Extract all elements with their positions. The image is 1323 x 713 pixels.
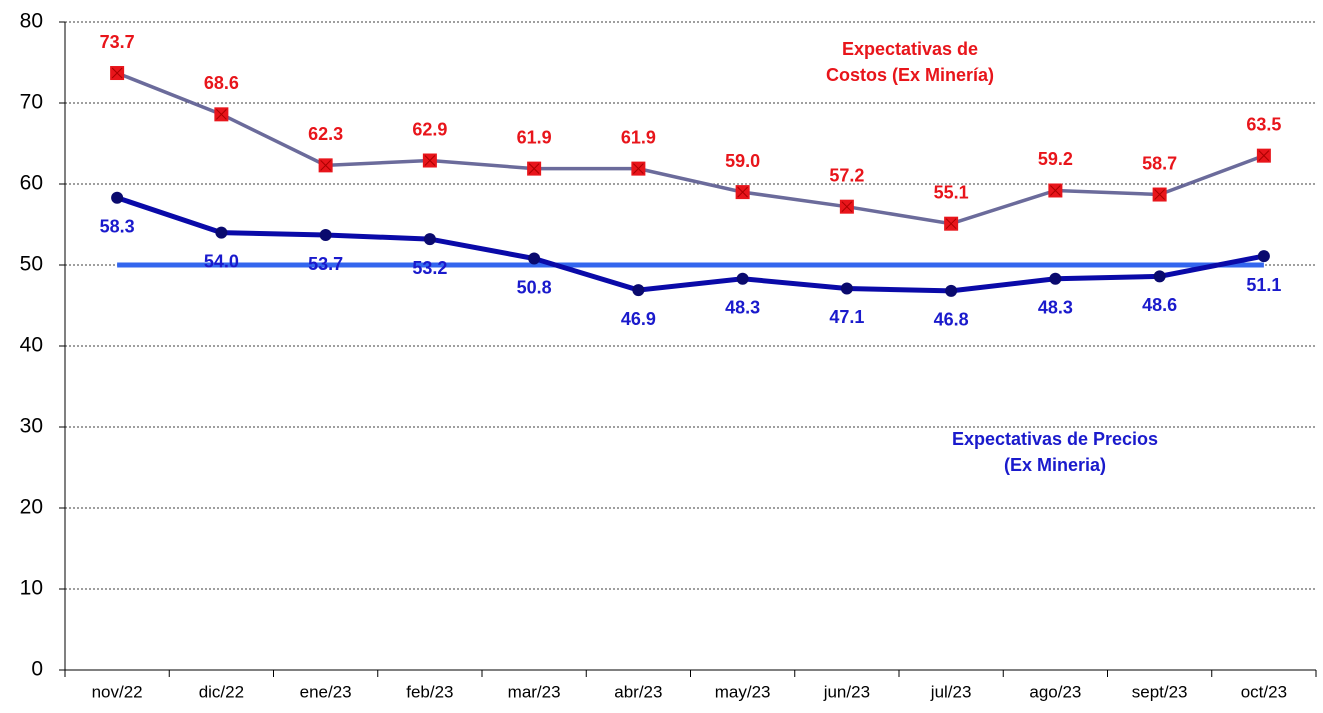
marker <box>1049 272 1062 285</box>
data-label: 58.3 <box>100 217 135 237</box>
marker-cross <box>737 186 748 198</box>
data-label: 61.9 <box>517 127 552 147</box>
y-tick-label: 30 <box>20 415 43 438</box>
data-label: 68.6 <box>204 73 239 93</box>
marker <box>111 191 124 204</box>
x-tick-label: abr/23 <box>614 682 662 701</box>
marker-cross <box>1154 189 1165 200</box>
x-tick-label: ene/23 <box>300 682 352 701</box>
y-tick-label: 80 <box>20 10 43 33</box>
data-label: 54.0 <box>204 251 239 271</box>
x-tick-label: jun/23 <box>823 682 870 701</box>
x-tick-label: jul/23 <box>930 682 972 701</box>
marker <box>215 226 228 239</box>
marker-cross <box>633 163 644 174</box>
data-label: 57.2 <box>829 165 864 185</box>
series-line <box>116 195 1265 294</box>
marker <box>423 233 436 246</box>
marker-cross <box>945 218 957 230</box>
y-tick-label: 70 <box>20 91 43 114</box>
series-annotation: Expectativas de <box>842 39 978 59</box>
y-tick-label: 10 <box>20 577 43 600</box>
marker <box>840 282 853 295</box>
series-annotation: Costos (Ex Minería) <box>826 65 994 85</box>
x-tick-label: nov/22 <box>92 682 143 701</box>
x-tick-label: oct/23 <box>1241 682 1287 701</box>
marker-cross <box>111 67 123 79</box>
data-label: 47.1 <box>829 307 864 327</box>
data-label: 61.9 <box>621 127 656 147</box>
data-label: 58.7 <box>1142 153 1177 173</box>
marker <box>945 284 958 297</box>
data-label: 46.8 <box>934 310 969 330</box>
data-label: 62.3 <box>308 124 343 144</box>
data-label: 46.9 <box>621 309 656 329</box>
series-annotation: Expectativas de Precios <box>952 429 1158 449</box>
data-label: 73.7 <box>100 32 135 52</box>
data-label: 53.7 <box>308 254 343 274</box>
y-tick-label: 60 <box>20 172 43 195</box>
data-label: 63.5 <box>1246 114 1281 134</box>
marker-cross <box>320 160 331 171</box>
series-line <box>116 71 1265 226</box>
y-tick-label: 20 <box>20 496 43 519</box>
marker <box>1257 250 1270 263</box>
data-label: 53.2 <box>412 258 447 278</box>
marker <box>319 229 332 242</box>
marker <box>1153 270 1166 283</box>
marker <box>528 252 541 265</box>
y-tick-label: 0 <box>31 658 43 681</box>
data-label: 48.3 <box>725 298 760 318</box>
data-label: 51.1 <box>1246 275 1281 295</box>
series-annotation: (Ex Mineria) <box>1004 455 1106 475</box>
marker-cross <box>424 155 436 166</box>
data-label: 62.9 <box>412 119 447 139</box>
y-tick-label: 50 <box>20 253 43 276</box>
data-label: 55.1 <box>934 182 969 202</box>
data-label: 48.6 <box>1142 295 1177 315</box>
marker-cross <box>1050 185 1061 196</box>
x-tick-label: ago/23 <box>1029 682 1081 701</box>
data-label: 50.8 <box>517 277 552 297</box>
x-tick-label: feb/23 <box>406 682 453 701</box>
marker-cross <box>841 201 853 213</box>
marker <box>632 284 645 297</box>
marker-cross <box>1258 150 1270 162</box>
data-label: 48.3 <box>1038 298 1073 318</box>
data-label: 59.2 <box>1038 149 1073 169</box>
x-tick-label: mar/23 <box>508 682 561 701</box>
x-tick-label: may/23 <box>715 682 771 701</box>
data-label: 59.0 <box>725 151 760 171</box>
y-tick-label: 40 <box>20 334 43 357</box>
x-tick-label: sept/23 <box>1132 682 1188 701</box>
marker <box>736 272 749 285</box>
marker-cross <box>528 163 540 174</box>
marker-cross <box>216 108 227 120</box>
x-tick-label: dic/22 <box>199 682 244 701</box>
